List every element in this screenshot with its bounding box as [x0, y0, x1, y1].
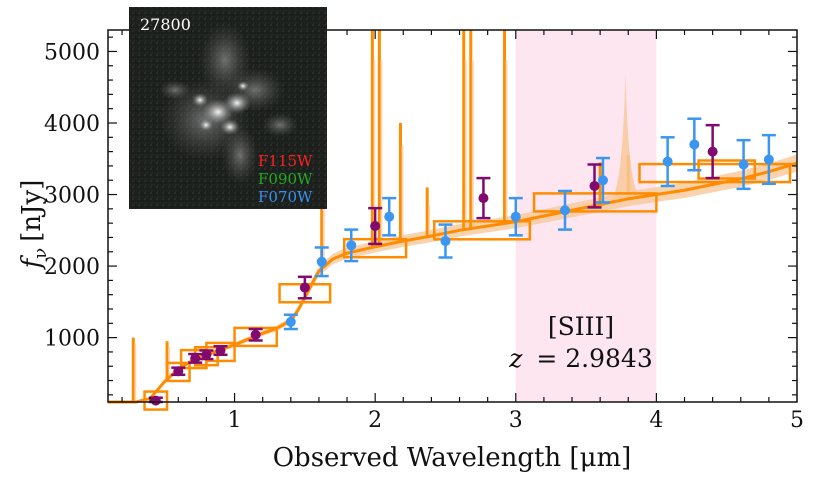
data-point	[707, 146, 718, 157]
data-point	[738, 159, 749, 170]
axes-layer: 1 2 3 4 5 1000 2000 3000 4000 5000	[44, 29, 804, 433]
inset-filter-label: F115W	[258, 152, 313, 170]
data-point	[346, 240, 357, 251]
inset-filter-label: F090W	[258, 170, 313, 188]
data-point	[316, 256, 327, 267]
data-point	[589, 180, 600, 191]
data-point	[201, 349, 212, 360]
y-tick-label: 1000	[44, 327, 100, 352]
redshift-symbol: z	[508, 344, 523, 373]
plot-frame	[107, 29, 798, 403]
data-point	[384, 211, 395, 222]
data-point	[478, 193, 489, 204]
data-point	[689, 139, 700, 150]
data-point	[559, 205, 570, 216]
y-tick-label: 5000	[44, 40, 100, 65]
annotation-line-label: [SIII]	[548, 312, 614, 341]
inset-filter-label: F070W	[258, 188, 313, 206]
data-point	[150, 395, 161, 406]
data-point	[215, 345, 226, 356]
data-point	[510, 211, 521, 222]
galaxy-inset-image: 27800 F115W F090W F070W	[129, 7, 327, 209]
x-tick-label: 5	[790, 408, 804, 433]
data-point	[285, 316, 296, 327]
data-point	[662, 156, 673, 167]
x-tick-label: 4	[649, 408, 663, 433]
model-bandpass-box	[143, 390, 169, 411]
x-tick-label: 3	[509, 408, 523, 433]
model-broad-feature	[611, 72, 640, 201]
redshift-value: = 2.9843	[536, 344, 652, 373]
y-axis-subscript: ν	[30, 248, 51, 259]
data-point	[250, 329, 261, 340]
data-point	[440, 236, 451, 247]
data-point	[299, 282, 310, 293]
model-bandpass-box	[638, 162, 792, 184]
data-point	[370, 221, 381, 232]
model-continuum-line	[108, 161, 798, 404]
data-point	[173, 366, 184, 377]
photometry-layer	[148, 117, 776, 406]
y-tick-label: 2000	[44, 255, 100, 280]
model-bandpass-box	[165, 361, 191, 383]
x-tick-label: 1	[228, 408, 242, 433]
model-bandpass-box	[432, 220, 532, 241]
data-point	[763, 154, 774, 165]
y-axis-label: fν[nJy]	[17, 180, 51, 271]
x-axis-label: Observed Wavelength [μm]	[273, 443, 632, 473]
y-tick-label: 3000	[44, 184, 100, 209]
inset-object-id: 27800	[140, 15, 191, 34]
data-point	[597, 175, 608, 186]
data-point	[190, 353, 201, 364]
y-axis-unit: [nJy]	[17, 180, 47, 242]
x-tick-label: 2	[368, 408, 382, 433]
y-tick-label: 4000	[44, 112, 100, 137]
annotation-redshift: z = 2.9843	[508, 344, 653, 373]
